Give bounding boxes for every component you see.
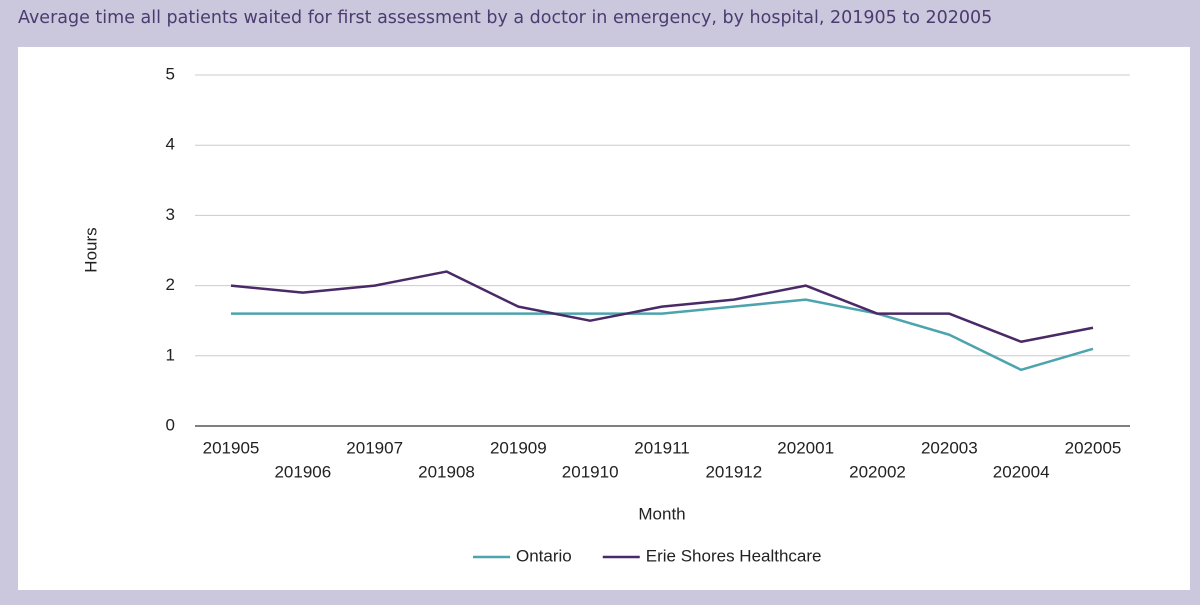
x-tick-label: 202002 — [849, 462, 906, 481]
x-tick-label: 201911 — [634, 438, 689, 457]
y-tick-label: 3 — [166, 205, 175, 224]
legend-label: Erie Shores Healthcare — [646, 546, 822, 565]
series-line — [230, 270, 1094, 344]
x-tick-label: 202004 — [993, 462, 1050, 481]
x-tick-label: 201908 — [418, 462, 475, 481]
x-axis-label: Month — [638, 504, 685, 523]
x-tick-label: 201912 — [705, 462, 762, 481]
y-tick-label: 2 — [166, 275, 175, 294]
x-tick-label: 202001 — [777, 438, 834, 457]
series-line — [231, 298, 1094, 372]
x-tick-label: 201906 — [274, 462, 331, 481]
y-axis-label: Hours — [81, 227, 100, 272]
y-tick-label: 4 — [166, 135, 175, 154]
x-tick-label: 202003 — [921, 438, 978, 457]
x-tick-label: 201905 — [203, 438, 260, 457]
y-tick-label: 1 — [166, 345, 175, 364]
legend-label: Ontario — [516, 546, 572, 565]
y-tick-label: 5 — [166, 64, 175, 83]
chart-title: Average time all patients waited for fir… — [18, 8, 993, 28]
y-tick-label: 0 — [166, 415, 175, 434]
x-tick-label: 201907 — [346, 438, 403, 457]
x-tick-label: 201909 — [490, 438, 547, 457]
x-tick-label: 201910 — [562, 462, 619, 481]
x-tick-label: 202005 — [1065, 438, 1122, 457]
